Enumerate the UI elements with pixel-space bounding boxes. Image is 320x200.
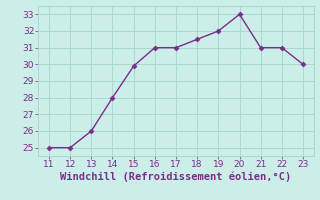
X-axis label: Windchill (Refroidissement éolien,°C): Windchill (Refroidissement éolien,°C) xyxy=(60,172,292,182)
